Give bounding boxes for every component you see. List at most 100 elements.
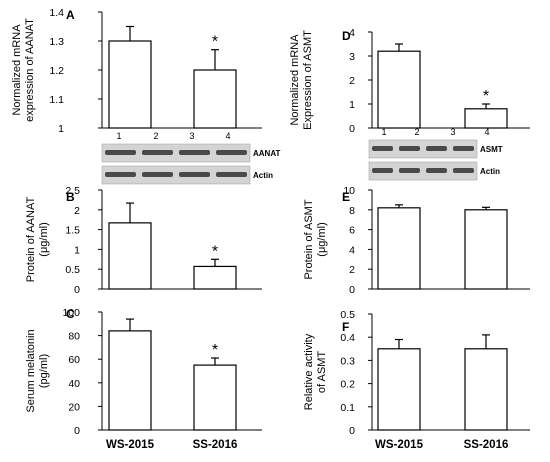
y-axis-label-line: Serum melatonin <box>25 329 37 412</box>
western-blot: 1 2 3 4 AANAT Actin <box>101 131 281 185</box>
bar <box>108 330 152 431</box>
blot-band-label: Actin <box>480 167 500 176</box>
blot-lane-label: 2 <box>153 131 158 141</box>
y-tick-label: 2 <box>74 205 80 217</box>
y-axis-label-line: Protein of AANAT <box>25 197 37 283</box>
y-tick-label: 1 <box>349 99 355 111</box>
blot-band <box>142 150 173 155</box>
y-tick-label: 4 <box>349 244 355 256</box>
bar <box>377 50 421 129</box>
y-axis-label-line: Normalized mRNA <box>289 34 301 126</box>
y-axis-label-line: Protein of ASMT <box>303 199 315 279</box>
blot-lane-label: 3 <box>450 127 455 137</box>
significance-marker: * <box>212 243 218 260</box>
blot-strip <box>368 139 478 159</box>
y-tick-label: 10 <box>343 185 355 197</box>
blot-lane-label: 4 <box>484 127 489 137</box>
western-blot: 1 2 3 4 ASMT Actin <box>368 127 503 181</box>
y-tick-label: 80 <box>68 331 80 343</box>
y-axis-label: Protein of AANAT(μg/ml) <box>25 197 50 283</box>
y-tick-label: 0 <box>349 284 355 296</box>
y-tick-label: 1.4 <box>49 7 64 19</box>
blot-band <box>216 150 247 155</box>
y-tick-label: 8 <box>349 205 355 217</box>
y-tick-label: 1 <box>74 244 80 256</box>
y-tick-label: 1.1 <box>49 94 64 106</box>
y-tick-label: 1.5 <box>65 225 80 237</box>
y-tick-label: 0 <box>74 425 80 437</box>
blot-band <box>105 150 136 155</box>
y-axis-label: Serum melatonin(pg/ml) <box>25 329 50 412</box>
x-category-label: WS-2015 <box>106 439 155 451</box>
panel-letter: B <box>66 190 75 204</box>
blot-band <box>179 172 210 177</box>
y-tick-label: 0.2 <box>340 379 355 391</box>
blot-band <box>426 168 447 173</box>
x-category-label: WS-2015 <box>375 439 424 451</box>
chart-panel-a: 1 1.1 1.2 1.3 1.4 A Normalized mRNAexpression … <box>11 7 281 185</box>
bar <box>377 207 421 290</box>
y-axis-label-line: of ASMT <box>316 351 328 393</box>
blot-band-label: ASMT <box>480 145 503 154</box>
blot-lane-label: 3 <box>189 131 194 141</box>
blot-band-label: AANAT <box>253 149 281 158</box>
significance-marker: * <box>212 342 218 359</box>
significance-marker: * <box>483 88 489 105</box>
blot-band-label: Actin <box>253 171 273 180</box>
y-tick-label: 3 <box>349 51 355 63</box>
y-tick-label: 2.5 <box>65 185 80 197</box>
y-axis-label-line: Expression of ASMT <box>302 30 314 130</box>
y-tick-label: 2 <box>349 264 355 276</box>
y-axis-label-line: (μg/ml) <box>316 222 328 256</box>
y-tick-label: 0.5 <box>340 309 355 321</box>
y-tick-label: 0 <box>74 284 80 296</box>
bar <box>108 40 152 129</box>
y-axis-label: Normalized mRNAExpression of ASMT <box>289 30 314 130</box>
bar <box>193 364 237 431</box>
significance-marker: * <box>212 34 218 51</box>
blot-band <box>399 146 420 151</box>
bar <box>464 348 508 431</box>
y-axis-label: Protein of ASMT(μg/ml) <box>303 199 328 279</box>
panel-letter: F <box>342 320 349 334</box>
y-axis-label-line: (μg/ml) <box>38 222 50 256</box>
chart-panel-b: 0 0.5 1 1.5 2 2.5B Protein of AANAT(μg/ml) * <box>25 185 262 296</box>
blot-band <box>426 146 447 151</box>
y-tick-label: 0.4 <box>340 332 355 344</box>
blot-band <box>216 172 247 177</box>
blot-strip <box>101 165 251 185</box>
blot-band <box>105 172 136 177</box>
blot-band <box>453 168 474 173</box>
bar <box>193 265 237 290</box>
y-axis-label-line: Relative activity <box>303 333 315 410</box>
y-tick-label: 20 <box>68 401 80 413</box>
blot-band <box>179 150 210 155</box>
y-tick-label: 1 <box>58 123 64 135</box>
y-tick-label: 4 <box>349 27 355 39</box>
blot-strip <box>101 143 251 163</box>
bar <box>464 108 508 129</box>
y-tick-label: 0.5 <box>65 264 80 276</box>
panel-letter: C <box>66 307 75 321</box>
y-tick-label: 0.3 <box>340 355 355 367</box>
bar <box>108 222 152 290</box>
blot-lane-label: 4 <box>225 131 230 141</box>
y-tick-label: 0 <box>349 425 355 437</box>
y-tick-label: 0.1 <box>340 402 355 414</box>
blot-lane-label: 1 <box>381 127 386 137</box>
blot-band <box>142 172 173 177</box>
blot-band <box>372 168 393 173</box>
blot-lane-label: 2 <box>414 127 419 137</box>
y-tick-label: 6 <box>349 225 355 237</box>
y-axis-label: Relative activityof ASMT <box>303 333 328 410</box>
y-axis-label-line: expression of AANAT <box>24 18 36 122</box>
y-axis-label-line: (pg/ml) <box>38 354 50 388</box>
panel-letter: E <box>342 190 350 204</box>
y-tick-label: 100 <box>62 307 80 319</box>
bar <box>377 348 421 431</box>
y-tick-label: 0 <box>349 123 355 135</box>
y-tick-label: 60 <box>68 354 80 366</box>
